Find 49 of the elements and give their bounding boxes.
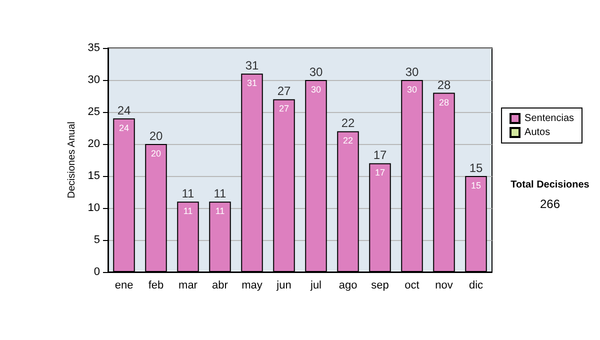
legend-label: Sentencias xyxy=(524,113,574,124)
total-label: 22 xyxy=(341,116,355,130)
total-label: 17 xyxy=(373,148,387,162)
data-label: 30 xyxy=(406,84,418,94)
y-tick-label: 15 xyxy=(88,170,100,182)
total-label: 30 xyxy=(405,65,419,79)
total-label: 11 xyxy=(182,186,195,201)
x-tick-label: jun xyxy=(276,280,292,292)
text: Total Decisiones xyxy=(510,180,590,190)
data-label: 28 xyxy=(438,97,450,108)
y-tick-label: 0 xyxy=(94,266,100,278)
data-label: 11 xyxy=(215,206,225,216)
y-axis-title: Decisiones Anual xyxy=(66,122,78,198)
total-label: 15 xyxy=(469,161,483,175)
x-tick-label: jul xyxy=(309,280,322,292)
x-tick-label: sep xyxy=(371,280,389,292)
x-tick-label: ago xyxy=(338,280,358,292)
total-label: 27 xyxy=(277,84,291,98)
x-tick-label: feb xyxy=(148,280,164,292)
text: 266 xyxy=(540,197,560,211)
total-label: 24 xyxy=(117,103,131,118)
x-tick-label: mar xyxy=(178,280,198,292)
data-label: 17 xyxy=(374,168,386,178)
x-tick-label: dic xyxy=(468,280,484,292)
y-tick-label: 30 xyxy=(88,74,100,86)
total-label: 28 xyxy=(437,78,451,92)
y-tick-label: 25 xyxy=(88,106,100,118)
x-tick-label: abr xyxy=(212,280,228,292)
data-label: 20 xyxy=(150,148,162,158)
data-label: 27 xyxy=(278,104,290,114)
data-label: 11 xyxy=(183,206,193,216)
total-label: 30 xyxy=(309,65,323,79)
data-label: 30 xyxy=(310,84,322,94)
data-label: 15 xyxy=(470,180,482,190)
total-label: 11 xyxy=(214,186,227,201)
legend-label: Autos xyxy=(524,127,550,138)
y-tick-label: 35 xyxy=(88,42,100,54)
y-tick-label: 20 xyxy=(88,138,100,150)
y-tick-label: 10 xyxy=(88,202,100,214)
total-label: 20 xyxy=(149,129,163,143)
data-label: 31 xyxy=(246,78,258,88)
x-tick-label: ene xyxy=(114,280,134,292)
y-tick-label: 5 xyxy=(94,234,100,246)
total-label: 31 xyxy=(245,58,259,73)
x-tick-label: may xyxy=(242,280,263,292)
data-label: 24 xyxy=(118,122,130,133)
data-label: 22 xyxy=(342,136,354,146)
x-tick-label: oct xyxy=(404,280,420,292)
x-tick-label: nov xyxy=(435,280,454,292)
